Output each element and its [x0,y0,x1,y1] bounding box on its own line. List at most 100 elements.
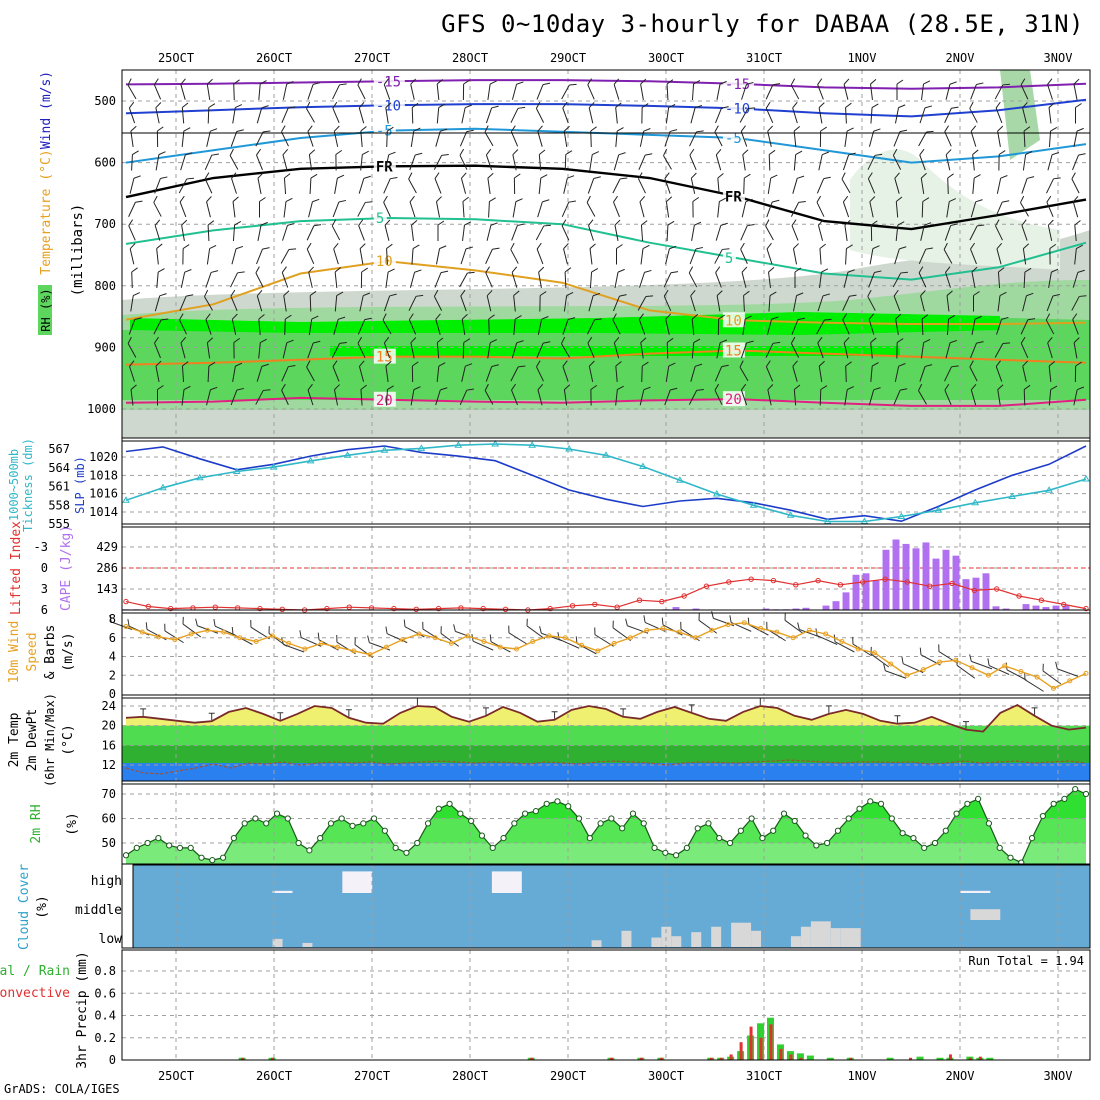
wind10m-barb-flag [109,614,112,623]
cloud-level-high: high [91,874,122,889]
wind-barb-staff [488,201,490,218]
temp-axis-label-2: 2m DewPt [25,709,40,772]
wind-barb-flag [357,336,363,344]
wind-barb-flag [843,337,850,344]
lifted-index-marker [726,579,732,585]
wind-speed-marker [416,631,422,637]
wind-barb-staff [943,249,953,264]
wind-barb [944,365,959,382]
wind-barb-staff [691,318,695,336]
wind-barb [488,314,495,336]
wind-barb [308,198,320,218]
wind-barb-flag [690,289,696,297]
wind-barb-staff [790,84,800,100]
wind-barb-staff [283,201,287,218]
wind-barb-flag [1078,153,1086,156]
wind-barb [536,82,551,100]
wind10m-barb-staff [526,625,546,640]
wind-barb-flag [283,290,290,296]
wind-barb-flag [666,79,674,85]
wind-barb-flag [870,337,877,343]
wind10m-barb [250,619,270,640]
wind-barb-flag [1053,177,1061,180]
wind-barb [1071,295,1087,311]
wind-barb [918,247,933,265]
wind10m-barb [403,619,425,638]
wind-barb [1073,127,1084,147]
wind-barb [790,336,800,358]
temp-max-whisker [345,709,352,717]
wind-barb-flag [281,125,286,133]
wind-barb [1073,78,1080,100]
wind-barb [281,106,296,124]
wind-barb-staff [535,108,545,123]
wind-barb-flag [842,195,849,203]
wind-barb-flag [944,125,950,132]
cape-bar [942,549,950,610]
wind10m-barb [385,626,408,644]
wind-barb [436,362,446,383]
wind-barb-flag [639,196,646,203]
wind-barb-staff [716,295,721,312]
thickness-tick: 561 [48,480,70,494]
wind-barb-staff [131,271,133,289]
wind-barb [1022,243,1030,265]
wind-barb-staff [691,83,695,101]
wind-barb-flag [210,386,218,391]
wind-barb-staff [511,225,518,241]
wind-barb-staff [180,154,186,171]
wind-barb-flag [719,80,727,85]
wind-barb [613,152,626,171]
wind-barb [433,289,443,311]
wind-barb-flag [307,383,313,391]
wind-barb-flag [569,83,577,86]
wind-barb-flag [768,266,775,273]
wind-speed-marker [514,646,520,652]
wind-barb-staff [131,154,133,171]
lifted-index-marker [257,605,263,612]
cloud-low-block [751,930,762,947]
wind-barb [870,337,877,359]
precip-total-bar [986,1057,994,1060]
wind-barb [511,223,525,241]
wind-barb-staff [207,224,210,242]
wind-barb-staff [129,178,135,194]
wind-barb-flag [510,242,515,250]
wind-barb-staff [511,84,518,100]
wind10m-barb-staff [354,644,374,659]
wind-barb-flag [535,101,541,109]
wind-barb [816,176,831,194]
wind-barb-flag [540,174,548,179]
isotherm-label--5: -5 [376,124,393,140]
wind-barb-flag [408,313,414,320]
wind10m-barb [1042,663,1062,685]
wind-barb [510,106,526,123]
wind-barb [817,78,824,100]
cape-bar [992,606,1000,610]
wind10m-barb-flag [938,644,940,652]
wind-barb [1074,220,1081,242]
wind-barb [255,389,271,405]
wind-barb-flag [746,81,754,85]
wind-barb [1046,293,1061,312]
wind-barb-staff [408,178,417,194]
wind-barb-flag [511,383,516,391]
wind-barb-staff [462,224,465,242]
cape-bar [872,580,880,610]
lifted-index-marker [569,603,576,609]
cloud-low-block [691,932,702,947]
wind-barb-flag [792,360,798,367]
wind-barb-flag [797,175,805,179]
wind-barb-staff [845,107,847,124]
wind-barb-staff [894,248,900,265]
wind-barb-staff [307,342,314,359]
temp-max-whisker [1031,707,1038,715]
wind-barb-staff [386,130,388,148]
precip-convective-bar [968,1057,972,1060]
wind-barb-staff [255,131,264,147]
wind-barb-staff [842,201,850,218]
wind-barb-staff [1046,295,1054,312]
wind-speed-marker [985,672,991,678]
wind-barb-staff [613,84,620,100]
wind-barb [691,314,699,336]
